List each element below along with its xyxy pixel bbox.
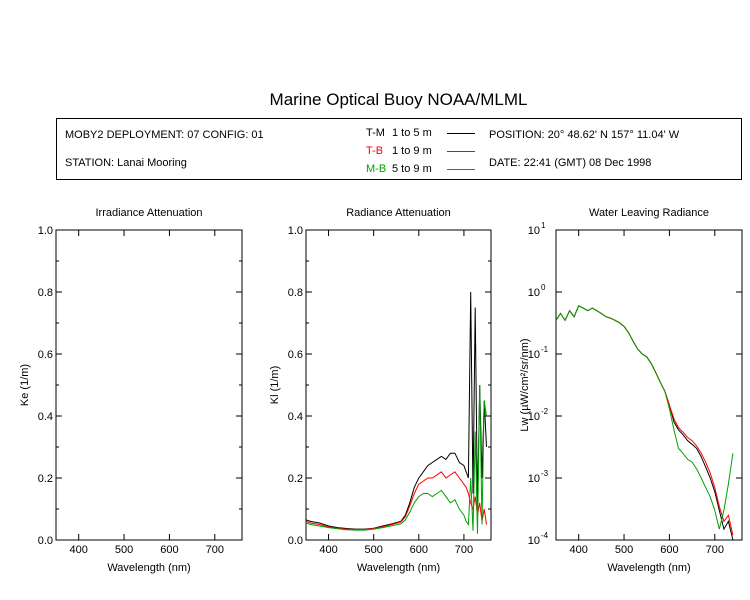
panel-3-ytick-exponent: -2 [541, 407, 549, 416]
panel-3-title: Water Leaving Radiance [589, 207, 709, 219]
panel-2-ytick-label: 0.6 [288, 349, 303, 361]
panel-1-title: Irradiance Attenuation [95, 207, 202, 219]
panel-2-ylabel: Kl (1/m) [269, 366, 281, 405]
panel-1-xtick-label: 400 [70, 544, 88, 556]
panel-2-xtick-label: 400 [319, 544, 337, 556]
panel-1-ytick-label: 0.6 [38, 349, 53, 361]
legend-range-t-m: 1 to 5 m [392, 127, 432, 139]
panel-3-xtick-label: 600 [660, 544, 678, 556]
panel-3-ylabel: Lw (µW/cm²/sr/nm) [519, 338, 531, 431]
panel-2-ytick-label: 0.8 [288, 287, 303, 299]
position-info: POSITION: 20° 48.62' N 157° 11.04' W [489, 129, 680, 141]
panel-1-xtick-label: 700 [206, 544, 224, 556]
panel-1-ylabel: Ke (1/m) [19, 364, 31, 406]
panel-2-xtick-label: 700 [455, 544, 473, 556]
panel-3-ytick-exponent: 1 [541, 221, 546, 230]
panel-3-ytick-label: 10 [528, 287, 540, 299]
panel-3-ytick-label: 10 [528, 535, 540, 547]
panel-1-ytick-label: 0.0 [38, 535, 53, 547]
panel-3-xtick-label: 500 [615, 544, 633, 556]
panel-3-ytick-label: 10 [528, 473, 540, 485]
panel-3-ytick-exponent: -4 [541, 531, 549, 540]
panel-3-ytick-label: 10 [528, 225, 540, 237]
panel-3-ytick-exponent: -3 [541, 469, 549, 478]
panel-2-ytick-label: 0.0 [288, 535, 303, 547]
panel-3-ytick-label: 10 [528, 349, 540, 361]
panel-3-frame [555, 229, 743, 541]
panel-3-xtick-label: 700 [706, 544, 724, 556]
panel-2-series-t-b [305, 471, 487, 530]
legend-line-m-b [447, 169, 475, 170]
panel-2-frame [305, 229, 492, 541]
legend-range-t-b: 1 to 9 m [392, 145, 432, 157]
panel-1-xtick-label: 600 [160, 544, 178, 556]
panel-2-series-m-b [305, 384, 487, 534]
panel-2-series-t-m [305, 291, 487, 530]
legend-line-t-m [447, 133, 475, 134]
legend-range-m-b: 5 to 9 m [392, 163, 432, 175]
panel-3-xlabel: Wavelength (nm) [607, 562, 690, 574]
panel-3-ytick-label: 10 [528, 411, 540, 423]
panel-2-xlabel: Wavelength (nm) [357, 562, 440, 574]
date-info: DATE: 22:41 (GMT) 08 Dec 1998 [489, 157, 652, 169]
panel-1-ytick-label: 0.2 [38, 473, 53, 485]
panel-2-ytick-label: 0.2 [288, 473, 303, 485]
panel-1-ytick-label: 0.4 [38, 411, 53, 423]
info-box: MOBY2 DEPLOYMENT: 07 CONFIG: 01 STATION:… [56, 118, 742, 180]
panel-2-ytick-label: 1.0 [288, 225, 303, 237]
panel-2-title: Radiance Attenuation [346, 207, 451, 219]
panel-1-xtick-label: 500 [115, 544, 133, 556]
legend-code-t-m: T-M [366, 127, 385, 139]
chart-title: Marine Optical Buoy NOAA/MLML [269, 90, 528, 109]
panel-2-xtick-label: 500 [365, 544, 383, 556]
panel-1-xlabel: Wavelength (nm) [107, 562, 190, 574]
panel-3-series-m-b [555, 305, 734, 530]
panel-3-ytick-exponent: 0 [541, 283, 546, 292]
legend-line-t-b [447, 151, 475, 152]
deployment-info: MOBY2 DEPLOYMENT: 07 CONFIG: 01 [65, 129, 264, 141]
panel-2-xtick-label: 600 [410, 544, 428, 556]
station-info: STATION: Lanai Mooring [65, 157, 187, 169]
panel-3-ytick-exponent: -1 [541, 345, 549, 354]
legend-code-m-b: M-B [366, 163, 387, 175]
panel-2-ytick-label: 0.4 [288, 411, 303, 423]
panel-3-series-t-m [555, 305, 734, 541]
legend-code-t-b: T-B [366, 145, 384, 157]
panel-1-ytick-label: 0.8 [38, 287, 53, 299]
panel-3-xtick-label: 400 [570, 544, 588, 556]
panel-3-series-t-b [555, 305, 734, 536]
panel-1-frame [55, 229, 243, 541]
panel-1-ytick-label: 1.0 [38, 225, 53, 237]
